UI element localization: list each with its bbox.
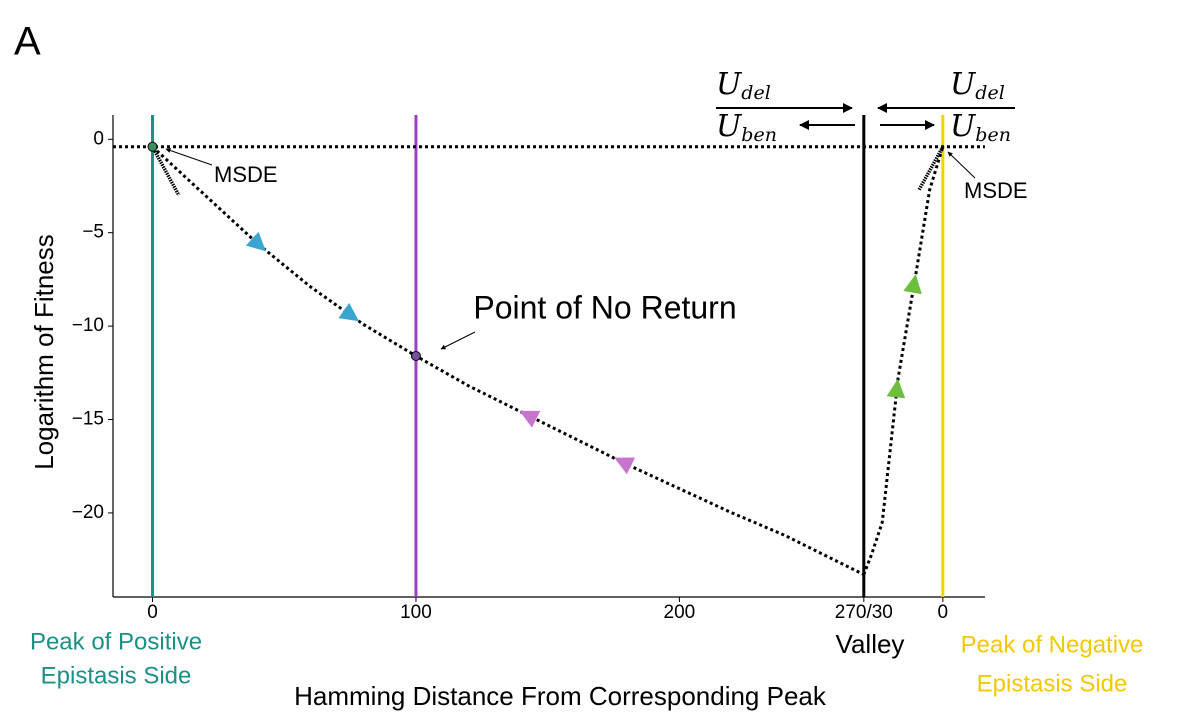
direction-arrow [245, 231, 266, 252]
direction-arrow [519, 410, 541, 428]
plot: 0 −5 −10 −15 −20 0 100 200 270/30 0 [72, 115, 985, 623]
rate-denominator: Uben [950, 109, 1011, 146]
x-tick-label: 270/30 [835, 602, 893, 623]
fitness-curve [151, 145, 865, 576]
region-label: Epistasis Side [977, 670, 1128, 697]
x-axis-label: Hamming Distance From Corresponding Peak [294, 681, 827, 711]
direction-arrow [614, 457, 636, 475]
y-tick-label: −20 [72, 502, 104, 523]
subscript: ben [975, 124, 1011, 146]
symbol: U [716, 109, 743, 144]
msde-pointer [165, 148, 213, 166]
x-tick-label: 200 [664, 602, 696, 623]
panel-label: A [14, 20, 41, 64]
y-tick-label: −5 [82, 222, 104, 243]
region-label: Peak of Negative [961, 631, 1144, 658]
region-label: Epistasis Side [41, 662, 192, 689]
direction-arrow [886, 378, 906, 399]
rate-denominator: Uben [716, 109, 777, 146]
x-tick-label: 100 [400, 602, 432, 623]
subscript: del [975, 82, 1004, 104]
msde-slope [150, 145, 181, 197]
y-tick-label: 0 [93, 128, 104, 149]
pnr-pointer [440, 331, 476, 350]
fitness-curve [862, 146, 945, 576]
direction-arrow [903, 274, 922, 295]
direction-arrow [338, 302, 360, 322]
symbol: U [950, 67, 977, 102]
subscript: del [741, 82, 770, 104]
rate-numerator: Udel [716, 67, 771, 104]
msde-slope [917, 145, 945, 191]
msde-pointer [947, 151, 976, 179]
y-tick-label: −10 [72, 315, 104, 336]
symbol: U [716, 67, 743, 102]
region-label: Valley [836, 629, 905, 659]
point [410, 351, 421, 361]
y-tick-label: −15 [72, 409, 104, 430]
symbol: U [950, 109, 977, 144]
rate-numerator: Udel [950, 67, 1005, 104]
region-label: Peak of Positive [30, 628, 202, 655]
pnr-label: Point of No Return [473, 289, 736, 325]
subscript: ben [741, 124, 777, 146]
msde-label: MSDE [964, 178, 1028, 203]
y-axis-label: Logarithm of Fitness [29, 234, 59, 470]
point [147, 141, 158, 152]
x-tick-label: 0 [938, 602, 949, 623]
msde-label: MSDE [214, 162, 278, 187]
x-tick-label: 0 [147, 602, 158, 623]
